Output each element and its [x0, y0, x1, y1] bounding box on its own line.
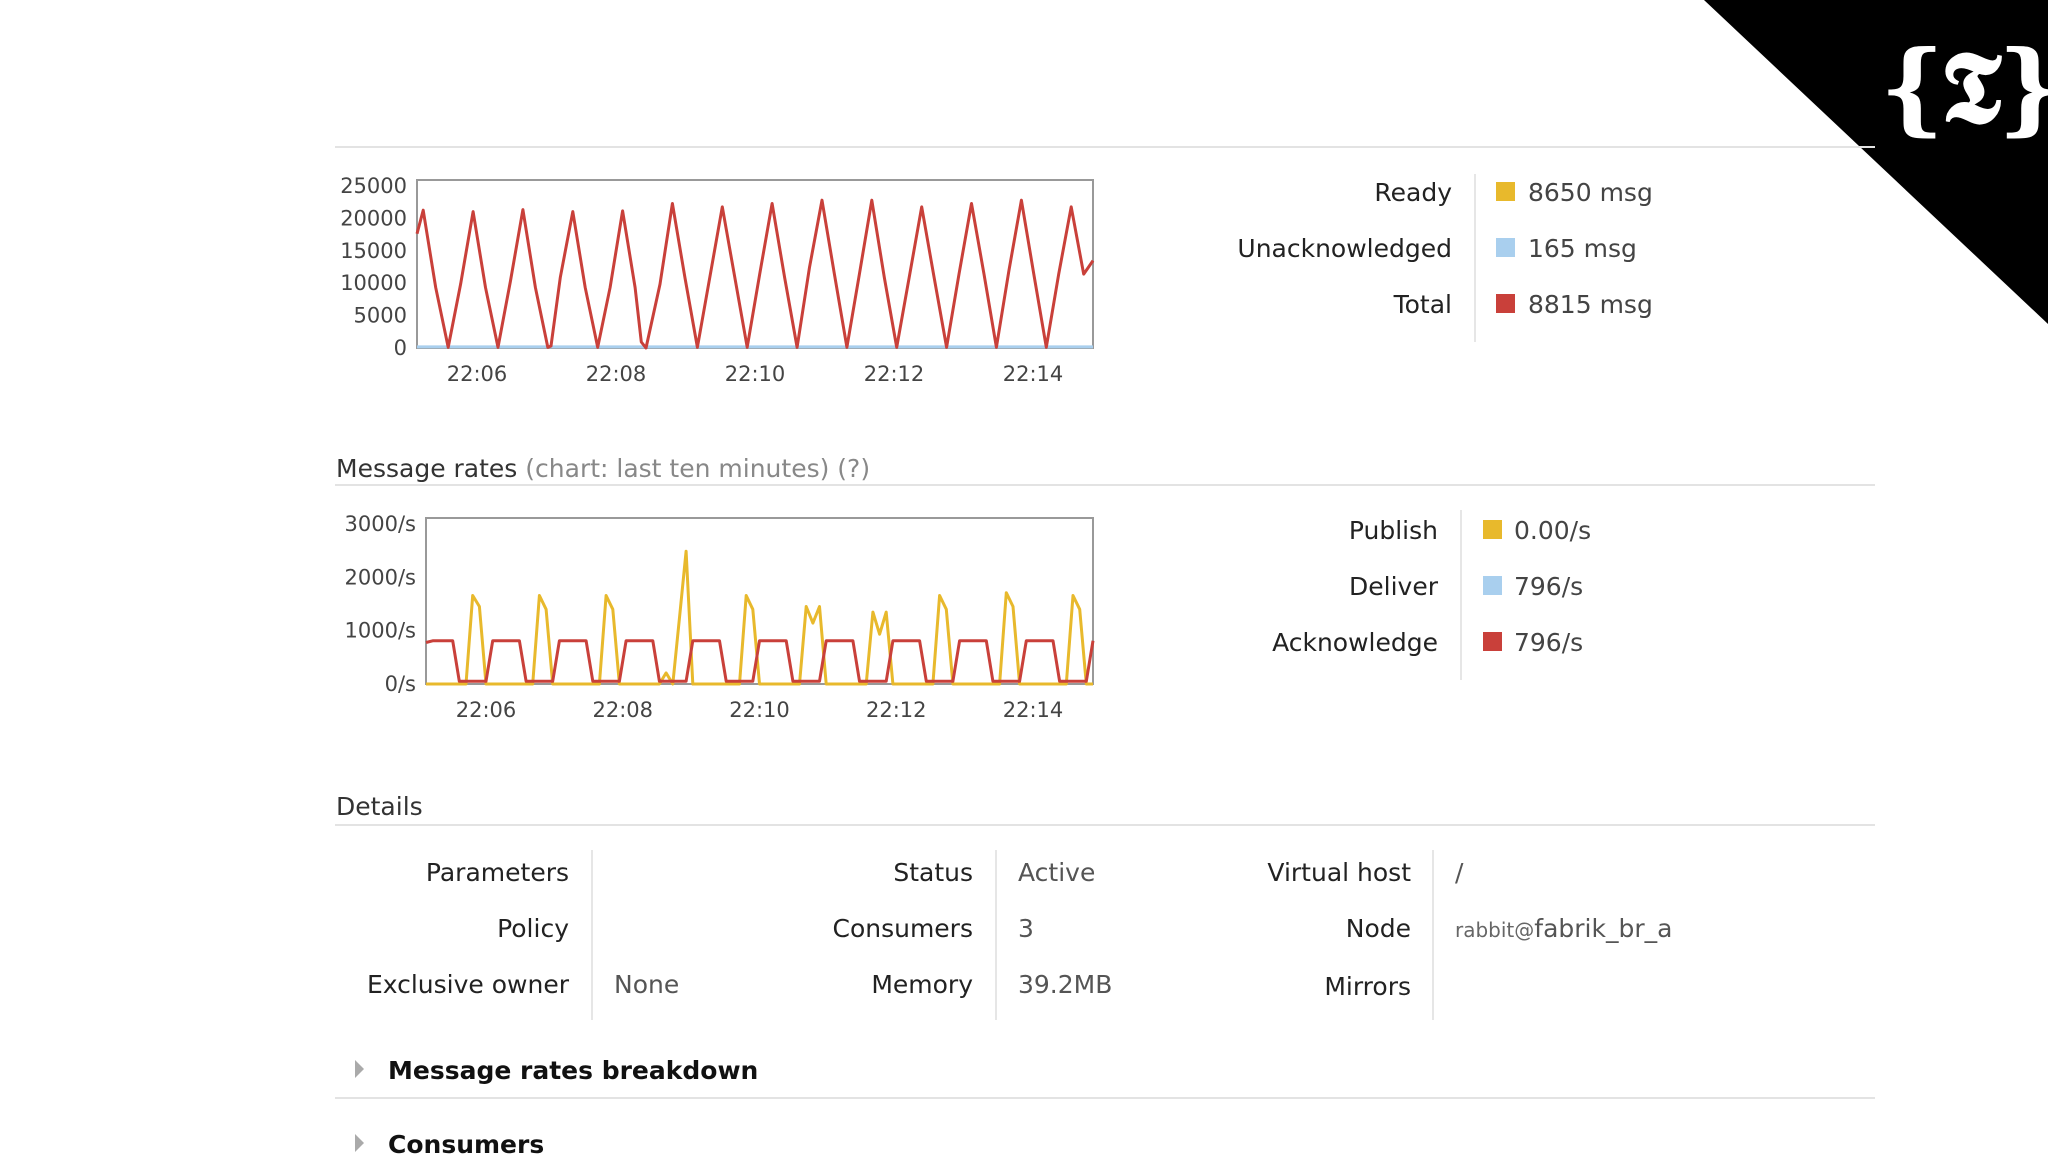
legend-value-acknowledge: 796/s [1514, 628, 1584, 657]
legend-label-publish: Publish [1348, 516, 1438, 545]
y-tick-label: 0/s [385, 672, 416, 696]
detail-label-node: Node [1345, 914, 1411, 943]
x-tick-label: 22:06 [456, 698, 517, 722]
x-tick-label: 22:10 [729, 698, 790, 722]
detail-label-virtual-host: Virtual host [1267, 858, 1411, 887]
x-tick-label: 22:08 [592, 698, 653, 722]
y-tick-label: 20000 [340, 206, 407, 230]
detail-value-consumers: 3 [1018, 914, 1034, 943]
brand-logo: {𝕿} [1880, 28, 2048, 146]
node-name: fabrik_br_a [1534, 914, 1673, 943]
message-rates-title-text: Message rates [336, 454, 518, 483]
legend-value-deliver: 796/s [1514, 572, 1584, 601]
x-tick-label: 22:14 [1003, 698, 1064, 722]
legend-swatch-deliver [1483, 576, 1502, 595]
expander-divider [335, 1097, 1875, 1099]
details-col1-divider [591, 850, 593, 1020]
message-rates-title: Message rates (chart: last ten minutes) … [336, 454, 870, 483]
y-tick-label: 15000 [340, 239, 407, 263]
details-divider [335, 824, 1875, 826]
x-tick-label: 22:14 [1003, 362, 1064, 386]
legend-swatch-acknowledge [1483, 632, 1502, 651]
details-col3-divider [1432, 850, 1434, 1020]
x-tick-label: 22:06 [447, 362, 508, 386]
legend-label-ready: Ready [1374, 178, 1452, 207]
plot-area [425, 517, 1094, 685]
series-line-publish [426, 549, 1093, 686]
series-line-deliver [425, 639, 1095, 683]
message-rates-chart: 3000/s 2000/s 1000/s 0/s 22:06 22:08 22:10 22:1… [345, 512, 1095, 722]
y-tick-label: 3000/s [345, 512, 416, 536]
details-title: Details [336, 792, 423, 821]
detail-value-node: rabbit@fabrik_br_a [1455, 914, 1672, 943]
details-col2-divider [995, 850, 997, 1020]
legend-swatch-ready [1496, 182, 1515, 201]
legend-value-ready: 8650 msg [1528, 178, 1653, 207]
series-line-total [415, 198, 1095, 350]
legend-value-publish: 0.00/s [1514, 516, 1592, 545]
detail-label-mirrors: Mirrors [1324, 972, 1411, 1001]
expander-label: Message rates breakdown [388, 1056, 759, 1085]
y-tick-label: 10000 [340, 271, 407, 295]
legend-label-acknowledge: Acknowledge [1272, 628, 1438, 657]
detail-label-memory: Memory [871, 970, 973, 999]
y-tick-label: 0 [394, 336, 407, 360]
detail-value-status: Active [1018, 858, 1096, 887]
brand-corner-banner [1704, 0, 2048, 324]
x-tick-label: 22:10 [725, 362, 786, 386]
plot-area [416, 179, 1094, 349]
expand-triangle-icon [355, 1060, 364, 1078]
message-rates-title-hint[interactable]: (chart: last ten minutes) (?) [525, 454, 871, 483]
legend-label-total: Total [1393, 290, 1452, 319]
legend-swatch-total [1496, 294, 1515, 313]
rates-legend-divider [1460, 510, 1462, 680]
detail-label-consumers: Consumers [832, 914, 973, 943]
detail-label-parameters: Parameters [425, 858, 569, 887]
x-tick-label: 22:12 [866, 698, 927, 722]
queued-messages-chart: 25000 20000 15000 10000 5000 0 22:06 22:08 22:10… [340, 174, 1095, 386]
legend-divider [1474, 174, 1476, 342]
y-tick-label: 25000 [340, 174, 407, 198]
detail-value-exclusive-owner: None [614, 970, 680, 999]
message-rates-divider [335, 484, 1875, 486]
detail-label-status: Status [893, 858, 973, 887]
legend-value-total: 8815 msg [1528, 290, 1653, 319]
y-tick-label: 5000 [354, 304, 407, 328]
top-divider [335, 146, 1875, 148]
x-tick-label: 22:08 [586, 362, 647, 386]
legend-swatch-unacknowledged [1496, 238, 1515, 257]
y-tick-label: 1000/s [345, 619, 416, 643]
detail-label-exclusive-owner: Exclusive owner [366, 970, 569, 999]
legend-swatch-publish [1483, 520, 1502, 539]
node-prefix: rabbit@ [1455, 918, 1535, 942]
expand-triangle-icon [355, 1134, 364, 1152]
x-tick-label: 22:12 [864, 362, 925, 386]
y-tick-label: 2000/s [345, 565, 416, 589]
legend-value-unacknowledged: 165 msg [1528, 234, 1637, 263]
legend-label-unacknowledged: Unacknowledged [1237, 234, 1452, 263]
detail-value-memory: 39.2MB [1018, 970, 1113, 999]
expander-label: Consumers [388, 1130, 545, 1159]
detail-value-virtual-host: / [1455, 858, 1464, 887]
legend-label-deliver: Deliver [1349, 572, 1438, 601]
detail-label-policy: Policy [497, 914, 569, 943]
